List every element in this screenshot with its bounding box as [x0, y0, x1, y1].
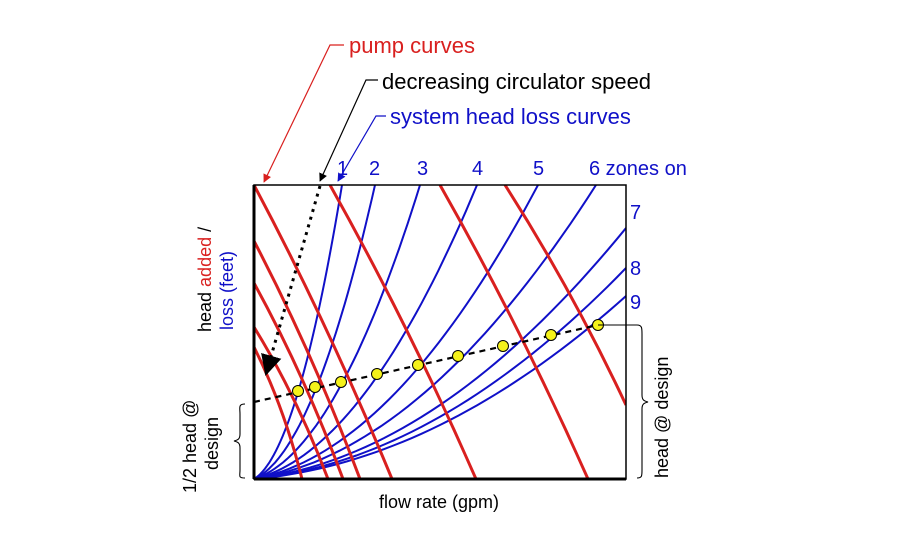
- system-curve-8: [254, 267, 626, 479]
- pump-curve-1: [254, 185, 394, 479]
- operating-point-6: [452, 350, 464, 362]
- y-axis-head-word: head: [195, 287, 215, 332]
- head-design-brace: [636, 324, 649, 479]
- curve-group: [254, 185, 626, 479]
- pump-curve-2: [254, 240, 362, 479]
- zone-label-4: 4: [472, 158, 483, 180]
- zone-label-6: 6: [589, 158, 600, 180]
- pump-curve-7: [438, 185, 590, 479]
- system-curve-6: [254, 185, 597, 479]
- half-head-label-line2: design: [202, 417, 222, 470]
- operating-point-8: [545, 329, 557, 341]
- pump-curve-6: [328, 185, 478, 479]
- zone-label-7: 7: [630, 202, 641, 224]
- pump-curve-3: [254, 282, 345, 479]
- pump-curve-5: [254, 346, 304, 479]
- half-head-brace: [233, 403, 246, 479]
- system-curve-4: [254, 185, 478, 479]
- system-curve-3: [254, 185, 421, 479]
- zone-label-6-zones-on: 6 zones on: [589, 158, 687, 180]
- y-axis-label-line1: head added /: [195, 227, 215, 332]
- operating-point-3: [335, 376, 347, 388]
- system-curve-5: [254, 185, 539, 479]
- x-axis-label: flow rate (gpm): [379, 492, 499, 512]
- decreasing-speed-label: decreasing circulator speed: [382, 69, 651, 94]
- operating-point-1: [292, 385, 304, 397]
- operating-point-2: [309, 381, 321, 393]
- operating-point-4: [371, 368, 383, 380]
- system-curves-leader: [337, 115, 386, 182]
- zone-label-1: 1: [337, 158, 348, 180]
- zones-on-suffix: zones on: [600, 158, 687, 180]
- pump-curve-4: [254, 326, 330, 479]
- y-axis-label-line2: loss (feet): [217, 251, 237, 330]
- zone-label-2: 2: [369, 158, 380, 180]
- system-curve-7: [254, 227, 626, 479]
- zone-label-8: 8: [630, 258, 641, 280]
- half-head-label-line1: 1/2 head @: [180, 400, 200, 493]
- pump-curves-leader: [263, 44, 344, 183]
- y-axis-slash: /: [195, 227, 215, 237]
- head-design-label: head @ design: [652, 357, 672, 478]
- y-axis-added-word: added: [195, 237, 215, 287]
- decreasing-speed-dashed-arrow: [261, 185, 322, 377]
- system-curve-9: [254, 295, 626, 479]
- operating-points: [292, 319, 604, 397]
- system-curves-label: system head loss curves: [390, 104, 631, 129]
- zone-label-5: 5: [533, 158, 544, 180]
- decreasing-speed-leader: [319, 79, 378, 182]
- operating-point-7: [497, 340, 509, 352]
- pump-curves-label: pump curves: [349, 33, 475, 58]
- operating-point-5: [412, 359, 424, 371]
- zone-label-9: 9: [630, 292, 641, 314]
- zone-label-3: 3: [417, 158, 428, 180]
- pump-curve-8: [503, 185, 626, 406]
